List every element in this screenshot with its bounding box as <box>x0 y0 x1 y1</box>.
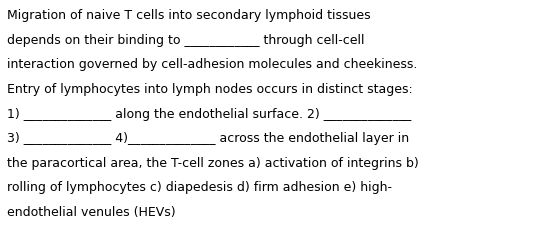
Text: depends on their binding to ____________ through cell-cell: depends on their binding to ____________… <box>7 34 365 47</box>
Text: 1) ______________ along the endothelial surface. 2) ______________: 1) ______________ along the endothelial … <box>7 107 411 120</box>
Text: endothelial venules (HEVs): endothelial venules (HEVs) <box>7 205 176 218</box>
Text: Entry of lymphocytes into lymph nodes occurs in distinct stages:: Entry of lymphocytes into lymph nodes oc… <box>7 83 413 96</box>
Text: 3) ______________ 4)______________ across the endothelial layer in: 3) ______________ 4)______________ acros… <box>7 132 410 145</box>
Text: rolling of lymphocytes c) diapedesis d) firm adhesion e) high-: rolling of lymphocytes c) diapedesis d) … <box>7 181 392 194</box>
Text: Migration of naive T cells into secondary lymphoid tissues: Migration of naive T cells into secondar… <box>7 9 371 22</box>
Text: the paracortical area, the T-cell zones a) activation of integrins b): the paracortical area, the T-cell zones … <box>7 156 419 169</box>
Text: interaction governed by cell-adhesion molecules and cheekiness.: interaction governed by cell-adhesion mo… <box>7 58 417 71</box>
